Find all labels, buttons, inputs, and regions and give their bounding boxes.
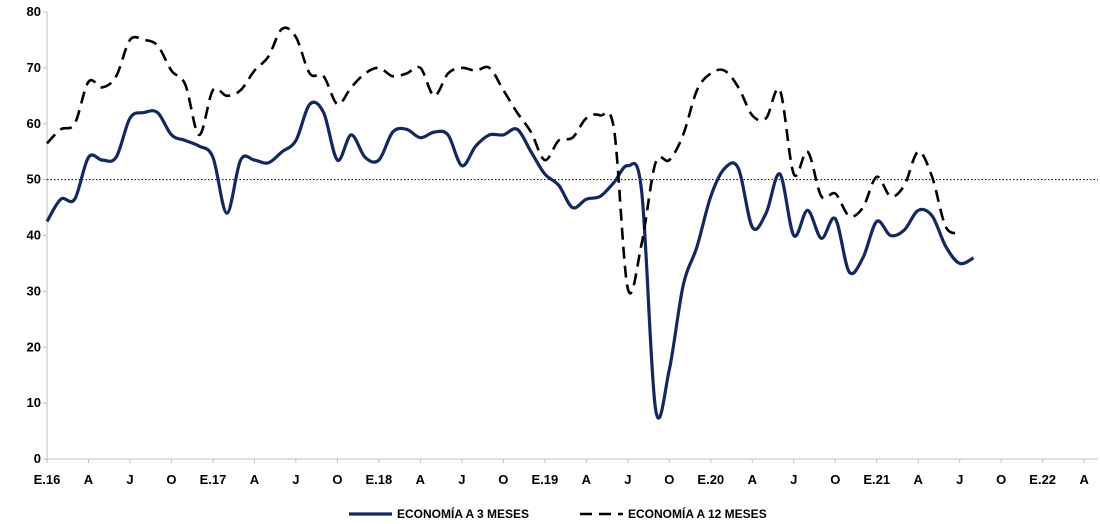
y-tick-label: 10 <box>27 395 41 410</box>
y-axis: 0 10 20 30 40 50 60 70 80 <box>27 4 48 466</box>
x-tick-label: E.22 <box>1029 472 1056 487</box>
x-tick-label: J <box>956 472 963 487</box>
x-tick-label: E.17 <box>200 472 227 487</box>
x-tick-label: E.16 <box>34 472 61 487</box>
legend: ECONOMÍA A 3 MESES ECONOMÍA A 12 MESES <box>349 506 767 521</box>
x-tick-label: A <box>1079 472 1089 487</box>
y-tick-label: 0 <box>34 451 41 466</box>
y-tick-label: 40 <box>27 228 41 243</box>
y-tick-label: 20 <box>27 339 41 354</box>
x-tick-label: A <box>748 472 758 487</box>
y-tick-label: 70 <box>27 60 41 75</box>
series-line-12-meses <box>46 26 961 295</box>
legend-item-12-meses: ECONOMÍA A 12 MESES <box>580 506 767 521</box>
x-axis: E.16 A J O E.17 A J O E.18 A J O E.19 A J O E.20 A J O E.21 A… <box>34 458 1098 487</box>
x-tick-label: O <box>830 472 840 487</box>
legend-label-3-meses: ECONOMÍA A 3 MESES <box>397 506 529 521</box>
x-tick-label: J <box>292 472 299 487</box>
x-tick-label: O <box>166 472 176 487</box>
x-tick-label: E.21 <box>863 472 890 487</box>
y-tick-label: 80 <box>27 4 41 19</box>
x-tick-label: J <box>126 472 133 487</box>
x-tick-label: O <box>498 472 508 487</box>
series-line-3-meses <box>45 100 975 420</box>
x-tick-label: A <box>582 472 592 487</box>
y-tick-label: 50 <box>27 172 41 187</box>
x-tick-label: O <box>996 472 1006 487</box>
legend-label-12-meses: ECONOMÍA A 12 MESES <box>628 506 767 521</box>
x-tick-label: E.18 <box>366 472 393 487</box>
series-layer <box>45 26 975 420</box>
y-tick-label: 60 <box>27 116 41 131</box>
x-tick-label: O <box>332 472 342 487</box>
x-tick-label: A <box>250 472 260 487</box>
legend-item-3-meses: ECONOMÍA A 3 MESES <box>349 506 529 521</box>
x-tick-label: E.19 <box>531 472 558 487</box>
x-tick-label: E.20 <box>697 472 724 487</box>
x-tick-label: O <box>664 472 674 487</box>
x-tick-label: J <box>790 472 797 487</box>
x-tick-label: A <box>914 472 924 487</box>
y-tick-label: 30 <box>27 283 41 298</box>
x-tick-label: J <box>458 472 465 487</box>
x-tick-label: A <box>416 472 426 487</box>
x-tick-label: A <box>84 472 94 487</box>
x-tick-label: J <box>624 472 631 487</box>
